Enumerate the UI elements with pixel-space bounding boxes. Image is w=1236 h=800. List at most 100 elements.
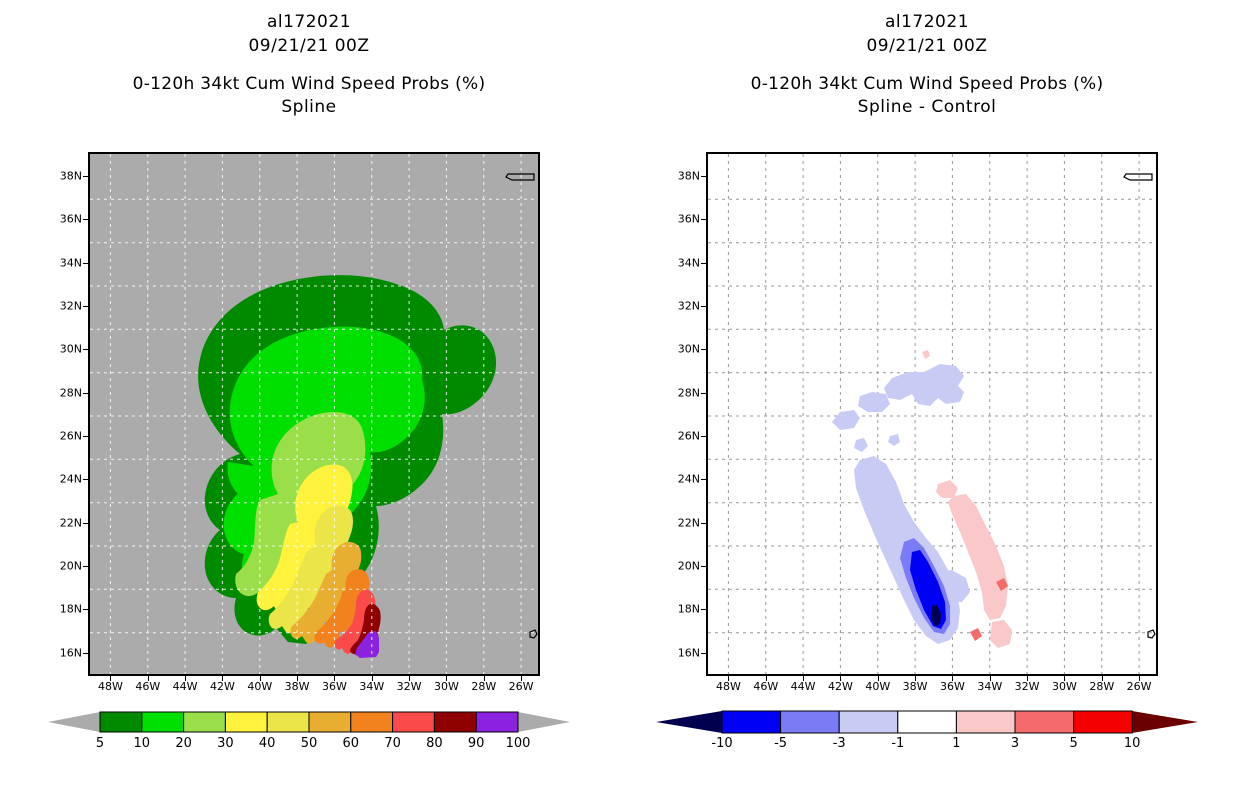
diff-spot-pink-2 <box>970 628 982 641</box>
contour-band-40 <box>268 505 353 634</box>
colorbar-cell <box>780 710 840 734</box>
ytick-label: 38N <box>59 169 82 183</box>
colorbar-cell <box>99 711 143 733</box>
ytick-label: 36N <box>677 212 700 226</box>
subtitle-label: Spline <box>281 97 337 117</box>
colorbar-tick-label: 10 <box>1123 736 1141 751</box>
colorbar-tick-label: 3 <box>1010 736 1020 751</box>
ytick-mark <box>701 306 706 307</box>
ytick-label: 16N <box>59 646 82 660</box>
colorbar-tick-label: 60 <box>342 736 360 751</box>
ytick-label: 36N <box>59 212 82 226</box>
diff-spot-pink-1 <box>996 578 1008 591</box>
diff-band-neg10-core <box>931 605 941 626</box>
storm-id-label: al172021 <box>266 12 352 32</box>
colorbar-difference: -10 -5 -3 -1 1 3 5 10 <box>618 706 1236 776</box>
colorbar-tick-label: 40 <box>258 736 276 751</box>
ytick-mark <box>83 349 88 351</box>
xtick-label: 36W <box>321 680 347 693</box>
diff-band-pos1-upper <box>936 480 958 498</box>
colorbar-tick-label: 50 <box>300 736 318 751</box>
coastline-marks <box>505 173 538 639</box>
xtick-label: 30W <box>433 680 459 693</box>
ytick-label: 22N <box>677 516 700 530</box>
xtick-mark <box>147 676 149 681</box>
xtick-label: 26W <box>508 680 534 693</box>
colorbar-cell <box>141 711 185 733</box>
diff-band-neg1-north <box>884 364 964 406</box>
colorbar-cell <box>475 711 519 733</box>
xtick-mark <box>483 676 485 681</box>
colorbar-cell <box>1073 710 1133 734</box>
xtick-mark <box>371 676 373 681</box>
plot-frame <box>706 152 1158 676</box>
ytick-mark <box>701 566 706 567</box>
xtick-mark <box>1064 676 1066 681</box>
xtick-label: 34W <box>359 680 385 693</box>
xtick-mark <box>728 676 730 681</box>
ytick-mark <box>701 652 706 654</box>
ytick-mark <box>83 262 88 264</box>
xtick-label: 48W <box>715 680 741 693</box>
colorbar-cap-low <box>48 712 100 732</box>
diff-band-pos1-main <box>948 494 1008 620</box>
ytick-mark <box>83 652 88 654</box>
contour-field-spline <box>90 154 538 674</box>
colorbar-spline: 5 10 20 30 40 50 60 70 80 90 100 <box>0 706 618 776</box>
colorbar-cap-high <box>1132 711 1198 733</box>
xtick-mark <box>222 676 224 681</box>
xtick-label: 46W <box>753 680 779 693</box>
ytick-mark <box>83 609 88 611</box>
ytick-label: 34N <box>59 256 82 270</box>
colorbar-tick-label: 10 <box>133 736 151 751</box>
ytick-mark <box>83 522 88 524</box>
colorbar-tick-label: 5 <box>95 736 105 751</box>
xtick-label: 44W <box>172 680 198 693</box>
colorbar-tick-label: 90 <box>467 736 485 751</box>
gridlines-spline <box>90 154 538 674</box>
map-plot-difference: 16N 18N 20N 22N 24N 26N 28N 30N 32N 34N … <box>678 152 1158 693</box>
colorbar-tick-label: 70 <box>384 736 401 751</box>
subtitle-label: Spline - Control <box>857 97 997 117</box>
xtick-mark <box>1101 676 1103 681</box>
plot-frame <box>88 152 540 676</box>
ytick-mark <box>83 479 88 481</box>
xtick-label: 32W <box>396 680 422 693</box>
xtick-label: 40W <box>247 680 273 693</box>
ytick-mark <box>701 479 706 481</box>
xtick-label: 30W <box>1051 680 1077 693</box>
colorbar-tick-label: 1 <box>952 736 961 751</box>
ytick-mark <box>701 392 706 394</box>
ytick-label: 30N <box>59 342 82 356</box>
ytick-label: 38N <box>677 169 700 183</box>
colorbar-cap-high <box>518 712 570 732</box>
contour-band-50 <box>290 541 362 644</box>
ytick-mark <box>83 306 88 307</box>
ytick-label: 28N <box>59 386 82 400</box>
colorbar-tick-label: 100 <box>505 736 531 751</box>
datetime-label: 09/21/21 00Z <box>248 36 370 56</box>
xtick-mark <box>989 676 991 681</box>
xtick-label: 42W <box>827 680 853 693</box>
xtick-label: 38W <box>284 680 310 693</box>
ytick-label: 22N <box>59 516 82 530</box>
xtick-mark <box>409 676 411 681</box>
panel-spline-minus-control: al172021 09/21/21 00Z 0-120h 34kt Cum Wi… <box>618 0 1236 800</box>
xtick-mark <box>297 676 299 681</box>
colorbar-cell <box>721 710 782 734</box>
xtick-mark <box>1027 676 1029 681</box>
xtick-mark <box>877 676 879 681</box>
main-title-label: 0-120h 34kt Cum Wind Speed Probs (%) <box>750 74 1104 94</box>
left-panel-titles: al172021 09/21/21 00Z 0-120h 34kt Cum Wi… <box>0 0 618 117</box>
panel-spline: al172021 09/21/21 00Z 0-120h 34kt Cum Wi… <box>0 0 618 776</box>
xtick-mark <box>803 676 805 681</box>
colorbar-cell <box>897 710 957 734</box>
colorbar-swatches <box>656 710 1198 734</box>
colorbar-tick-label: -3 <box>832 736 846 751</box>
ytick-label: 26N <box>59 429 82 443</box>
ytick-label: 30N <box>677 342 700 356</box>
xtick-label: 26W <box>1126 680 1152 693</box>
colorbar-cell <box>308 711 352 733</box>
colorbar-cap-low <box>656 711 722 733</box>
xtick-label: 44W <box>790 680 816 693</box>
